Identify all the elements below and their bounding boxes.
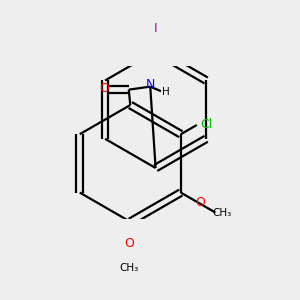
Text: I: I (154, 22, 158, 35)
Text: Cl: Cl (200, 118, 212, 131)
Text: CH₃: CH₃ (119, 263, 138, 273)
Text: O: O (124, 237, 134, 250)
Text: H: H (162, 87, 170, 97)
Text: N: N (146, 78, 155, 91)
Text: O: O (99, 82, 109, 95)
Text: CH₃: CH₃ (213, 208, 232, 218)
Text: O: O (196, 196, 206, 209)
